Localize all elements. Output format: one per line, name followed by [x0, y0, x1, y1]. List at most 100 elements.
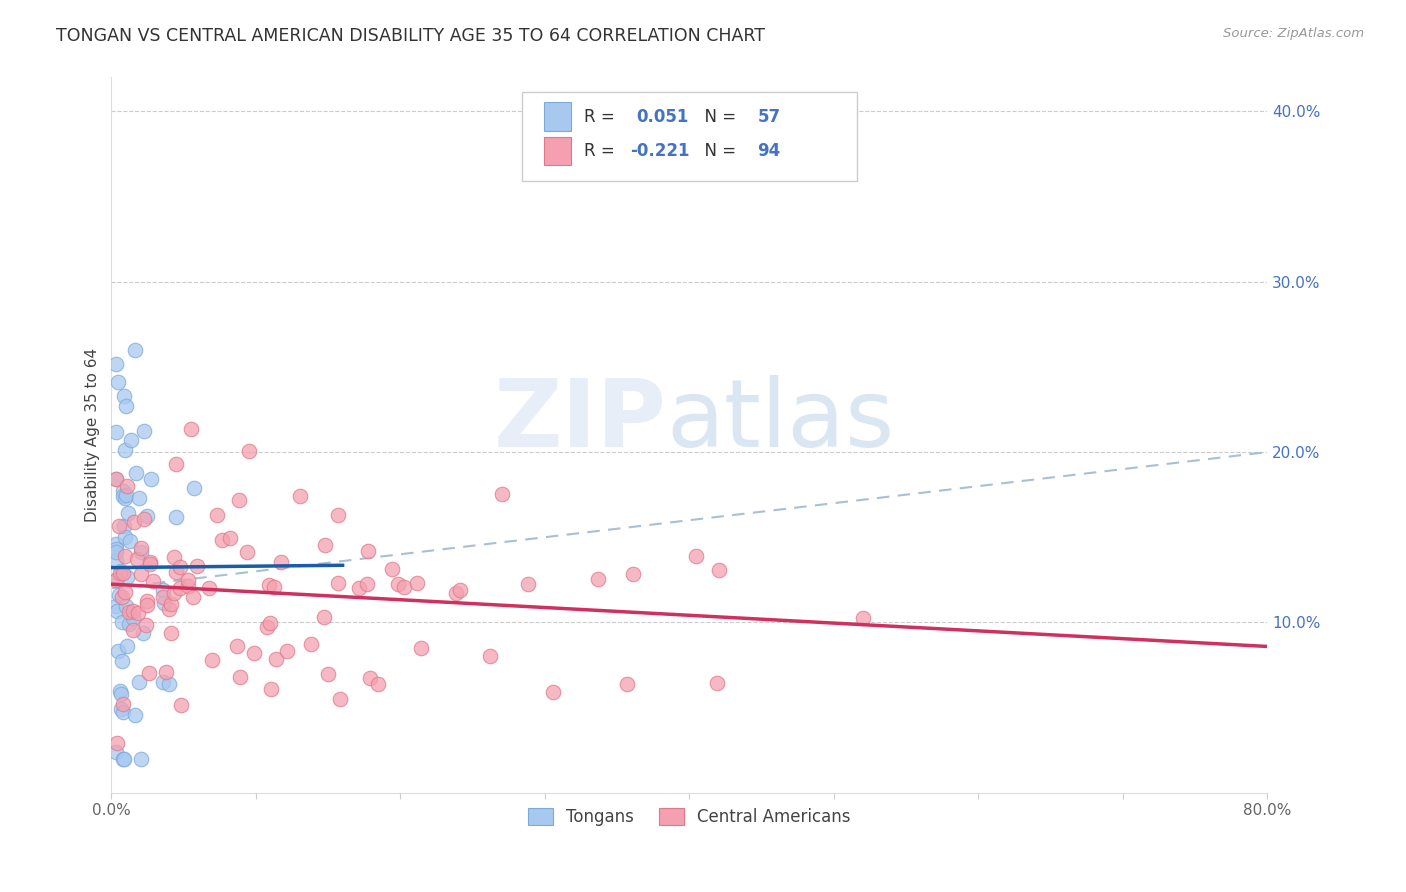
Point: [105, 425, 128, 439]
Point: [367, 677, 389, 691]
Point: [105, 572, 128, 586]
Point: [685, 549, 707, 563]
Text: R =: R =: [583, 108, 620, 126]
Point: [314, 538, 336, 552]
Point: [616, 677, 638, 691]
Point: [110, 564, 132, 578]
Text: 57: 57: [758, 108, 780, 126]
Point: [124, 343, 146, 357]
Point: [263, 581, 285, 595]
Point: [259, 578, 281, 592]
Point: [276, 644, 298, 658]
Point: [104, 545, 127, 559]
Point: [132, 512, 155, 526]
Point: [357, 543, 380, 558]
Point: [219, 531, 242, 545]
Point: [138, 666, 160, 681]
Point: [111, 615, 134, 630]
Point: [107, 736, 129, 750]
Point: [122, 604, 145, 618]
Point: [516, 577, 538, 591]
Point: [707, 563, 730, 577]
FancyBboxPatch shape: [522, 92, 858, 181]
Point: [121, 624, 143, 638]
Point: [491, 487, 513, 501]
Point: [107, 588, 129, 602]
Text: N =: N =: [695, 142, 741, 160]
Point: [198, 581, 221, 595]
Point: [205, 508, 228, 522]
Point: [117, 570, 139, 584]
Point: [260, 682, 283, 697]
Point: [104, 472, 127, 486]
Point: [139, 472, 162, 486]
Point: [170, 698, 193, 712]
Point: [107, 644, 129, 658]
Point: [359, 671, 381, 685]
Point: [122, 515, 145, 529]
Point: [259, 616, 281, 631]
Point: [201, 653, 224, 667]
Point: [110, 687, 132, 701]
Point: [228, 493, 250, 508]
Point: [229, 670, 252, 684]
Point: [256, 620, 278, 634]
Point: [110, 654, 132, 668]
Point: [152, 596, 174, 610]
Point: [135, 594, 157, 608]
Point: [111, 705, 134, 719]
Text: Source: ZipAtlas.com: Source: ZipAtlas.com: [1223, 27, 1364, 40]
Point: [142, 574, 165, 588]
Point: [104, 745, 127, 759]
Point: [115, 399, 138, 413]
Point: [329, 692, 352, 706]
Point: [181, 590, 204, 604]
Point: [108, 519, 131, 533]
Point: [387, 577, 409, 591]
Point: [114, 491, 136, 505]
Point: [110, 702, 132, 716]
Point: [114, 442, 136, 457]
Point: [112, 697, 135, 711]
Text: 94: 94: [758, 142, 780, 160]
Point: [586, 572, 609, 586]
Point: [159, 677, 181, 691]
Point: [165, 457, 187, 471]
Point: [406, 575, 429, 590]
Point: [108, 684, 131, 698]
Point: [449, 582, 471, 597]
Point: [135, 617, 157, 632]
Point: [157, 602, 180, 616]
Text: N =: N =: [695, 108, 741, 126]
Text: TONGAN VS CENTRAL AMERICAN DISABILITY AGE 35 TO 64 CORRELATION CHART: TONGAN VS CENTRAL AMERICAN DISABILITY AG…: [56, 27, 765, 45]
Point: [129, 541, 152, 555]
FancyBboxPatch shape: [544, 103, 571, 131]
Point: [127, 552, 149, 566]
Point: [104, 553, 127, 567]
Point: [394, 581, 416, 595]
Point: [270, 556, 292, 570]
Point: [186, 558, 208, 573]
Point: [169, 560, 191, 574]
Point: [104, 537, 127, 551]
Point: [115, 487, 138, 501]
Point: [104, 573, 127, 587]
Point: [326, 576, 349, 591]
Point: [706, 675, 728, 690]
Point: [128, 675, 150, 690]
Point: [114, 585, 136, 599]
Point: [211, 533, 233, 547]
Point: [117, 507, 139, 521]
Point: [114, 530, 136, 544]
Point: [163, 550, 186, 565]
Point: [169, 581, 191, 595]
Point: [163, 586, 186, 600]
Point: [444, 586, 467, 600]
Text: R =: R =: [583, 142, 620, 160]
Point: [152, 675, 174, 690]
Point: [621, 566, 644, 581]
Point: [112, 483, 135, 498]
Point: [225, 639, 247, 653]
Point: [411, 640, 433, 655]
Point: [114, 388, 136, 402]
